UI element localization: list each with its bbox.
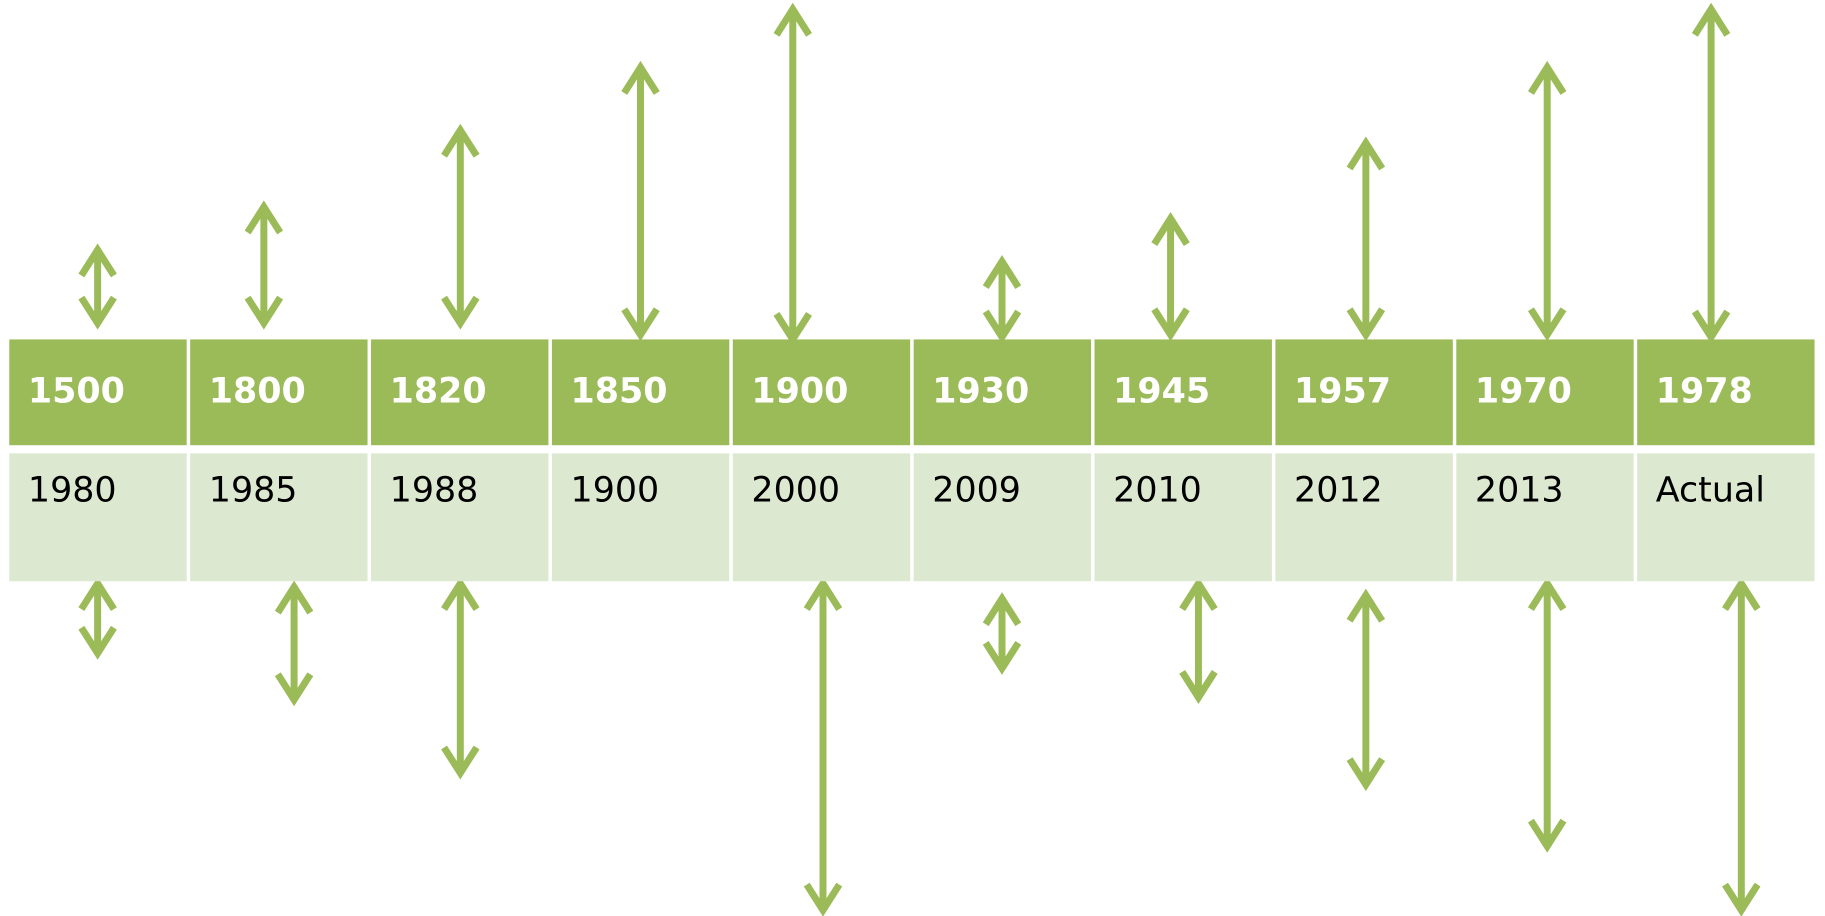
header-cell-text: 1957 bbox=[1294, 371, 1391, 411]
body-cell-text: 2000 bbox=[751, 471, 840, 511]
body-cell bbox=[190, 453, 368, 582]
arrow bbox=[78, 243, 117, 330]
arrow bbox=[773, 2, 812, 346]
arrow bbox=[1179, 577, 1218, 704]
arrow bbox=[1722, 577, 1761, 916]
header-cell-text: 1978 bbox=[1656, 371, 1753, 411]
arrows bbox=[78, 2, 1761, 916]
body-cell-text: 1985 bbox=[209, 471, 298, 511]
header-cell-text: 1970 bbox=[1475, 371, 1572, 411]
header-cell bbox=[1275, 339, 1453, 446]
header-cell-text: 1850 bbox=[571, 371, 668, 411]
header-cell-text: 1900 bbox=[751, 371, 848, 411]
header-cell bbox=[1637, 339, 1815, 446]
body-cell bbox=[9, 453, 187, 582]
arrow bbox=[982, 592, 1022, 675]
arrow bbox=[1527, 577, 1567, 853]
body-cell-text: 2012 bbox=[1294, 471, 1383, 511]
header-cell bbox=[190, 339, 368, 446]
body-cell-text: 2013 bbox=[1475, 471, 1564, 511]
header-cell bbox=[551, 339, 730, 446]
arrow bbox=[1346, 588, 1386, 792]
body-cell-text: 2009 bbox=[932, 471, 1021, 511]
timeline-table: 1500 1800 1820 1850 1900 1930 1945 1957 1970 1978… bbox=[9, 339, 1815, 582]
header-cell bbox=[732, 339, 911, 446]
arrow bbox=[803, 577, 843, 916]
arrow bbox=[982, 255, 1022, 344]
arrow bbox=[1691, 2, 1731, 344]
header-cell-text: 1820 bbox=[390, 371, 487, 411]
header-cell-text: 1930 bbox=[932, 371, 1029, 411]
body-cell bbox=[1637, 453, 1815, 582]
arrow bbox=[1346, 136, 1386, 342]
arrow bbox=[78, 577, 117, 660]
body-cell bbox=[1456, 453, 1634, 582]
header-cell bbox=[913, 339, 1092, 446]
header-cell-text: 1800 bbox=[209, 371, 306, 411]
body-cell bbox=[371, 453, 549, 582]
arrow bbox=[274, 580, 314, 707]
arrow bbox=[1151, 212, 1190, 342]
body-cell bbox=[551, 453, 730, 582]
header-cell-text: 1500 bbox=[28, 371, 125, 411]
arrow bbox=[244, 200, 284, 330]
body-cell-text: 2010 bbox=[1113, 471, 1202, 511]
body-cell bbox=[1094, 453, 1272, 582]
arrow bbox=[1527, 60, 1567, 342]
header-cell bbox=[1456, 339, 1634, 446]
body-cell bbox=[732, 453, 911, 582]
arrow bbox=[441, 577, 480, 780]
body-cell bbox=[913, 453, 1092, 582]
arrow bbox=[621, 60, 660, 342]
body-cell-text: 1988 bbox=[390, 471, 479, 511]
header-cell bbox=[1094, 339, 1272, 446]
body-cell-text: 1980 bbox=[28, 471, 117, 511]
header-cell bbox=[371, 339, 549, 446]
header-cell-text: 1945 bbox=[1113, 371, 1210, 411]
body-cell-text: Actual bbox=[1656, 471, 1765, 511]
body-cell bbox=[1275, 453, 1453, 582]
body-cell-text: 1900 bbox=[571, 471, 660, 511]
arrow bbox=[441, 123, 480, 330]
header-cell bbox=[9, 339, 187, 446]
